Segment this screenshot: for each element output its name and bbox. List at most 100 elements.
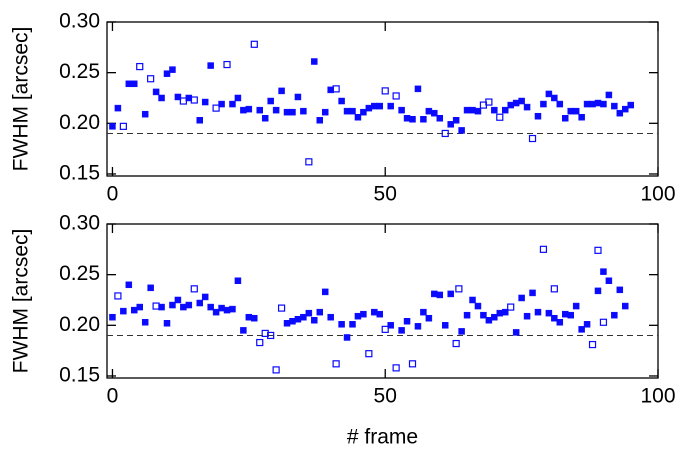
data-point xyxy=(398,327,405,334)
data-point xyxy=(365,104,373,112)
data-point xyxy=(578,113,585,121)
data-point xyxy=(463,311,471,319)
data-point xyxy=(567,107,574,115)
data-point xyxy=(294,315,302,323)
data-point xyxy=(343,107,351,115)
data-point xyxy=(594,246,602,254)
y-tick-label: 0.30 xyxy=(59,10,100,33)
data-point xyxy=(218,100,225,108)
data-point xyxy=(283,320,291,327)
data-point xyxy=(131,80,138,88)
data-point xyxy=(223,306,231,314)
data-point xyxy=(605,91,613,99)
data-point xyxy=(403,318,411,325)
data-point xyxy=(485,317,493,324)
y-tick-label: 0.30 xyxy=(59,212,100,235)
plot-frame xyxy=(106,21,659,177)
data-point xyxy=(261,115,269,122)
data-point xyxy=(622,302,629,310)
data-point xyxy=(152,302,160,310)
data-point xyxy=(158,94,165,102)
data-point xyxy=(136,303,143,311)
data-point xyxy=(305,158,313,166)
data-point xyxy=(441,322,449,329)
data-point xyxy=(207,303,214,311)
data-point xyxy=(240,327,247,334)
data-point xyxy=(311,58,318,65)
data-point xyxy=(551,314,558,322)
data-point xyxy=(611,102,618,110)
data-point xyxy=(316,117,324,124)
data-point xyxy=(141,110,149,118)
data-point xyxy=(392,92,400,100)
data-point xyxy=(234,277,242,284)
data-point xyxy=(491,106,498,114)
data-point xyxy=(256,106,264,114)
data-point xyxy=(119,122,127,130)
y-tick-label: 0.20 xyxy=(59,111,100,134)
data-point xyxy=(627,101,634,109)
data-point xyxy=(120,307,127,315)
data-point xyxy=(251,314,258,322)
data-point xyxy=(321,288,329,296)
data-point xyxy=(523,312,531,320)
data-point xyxy=(458,127,465,134)
data-point xyxy=(588,340,597,349)
data-point xyxy=(147,75,155,83)
data-point xyxy=(431,290,438,298)
data-point xyxy=(321,108,329,116)
data-point xyxy=(354,312,362,320)
data-point xyxy=(272,106,280,114)
data-point xyxy=(294,93,302,101)
data-point xyxy=(420,308,427,316)
data-point xyxy=(152,88,160,96)
data-point xyxy=(234,94,242,102)
data-point xyxy=(267,331,275,340)
data-point xyxy=(365,350,373,358)
data-point xyxy=(141,319,149,326)
data-point xyxy=(512,329,520,336)
data-point xyxy=(174,93,182,101)
data-point xyxy=(496,309,504,317)
data-point xyxy=(163,70,171,77)
data-point xyxy=(480,311,487,319)
data-point xyxy=(163,320,171,327)
data-point xyxy=(201,293,209,301)
data-point xyxy=(196,117,203,124)
data-point xyxy=(131,306,138,314)
data-point xyxy=(452,339,460,348)
data-point xyxy=(190,285,198,293)
data-point xyxy=(556,100,564,108)
data-point xyxy=(408,360,417,368)
data-point xyxy=(455,285,463,293)
data-point xyxy=(338,321,345,328)
data-point xyxy=(109,313,116,321)
data-point xyxy=(550,285,558,293)
data-point xyxy=(169,301,176,309)
data-point xyxy=(447,290,454,298)
data-point xyxy=(371,102,378,110)
data-point xyxy=(562,115,569,122)
data-point xyxy=(578,326,585,333)
data-point xyxy=(360,310,367,318)
data-point xyxy=(567,311,574,319)
data-point xyxy=(556,319,564,326)
data-point xyxy=(387,102,394,110)
data-point xyxy=(545,309,553,317)
data-point xyxy=(109,123,116,130)
data-point xyxy=(485,98,493,106)
x-tick-label: 0 xyxy=(107,183,119,206)
data-point xyxy=(562,310,569,318)
data-point xyxy=(212,308,220,316)
data-point xyxy=(277,304,286,312)
data-point xyxy=(512,99,520,107)
y-tick-label: 0.25 xyxy=(59,262,100,285)
data-point xyxy=(409,116,416,123)
data-point xyxy=(212,104,220,112)
data-point xyxy=(136,62,144,71)
data-point xyxy=(414,323,422,330)
y-axis-label: FWHM [arcsec] xyxy=(10,229,33,374)
data-point xyxy=(534,112,542,120)
data-point xyxy=(114,292,122,300)
